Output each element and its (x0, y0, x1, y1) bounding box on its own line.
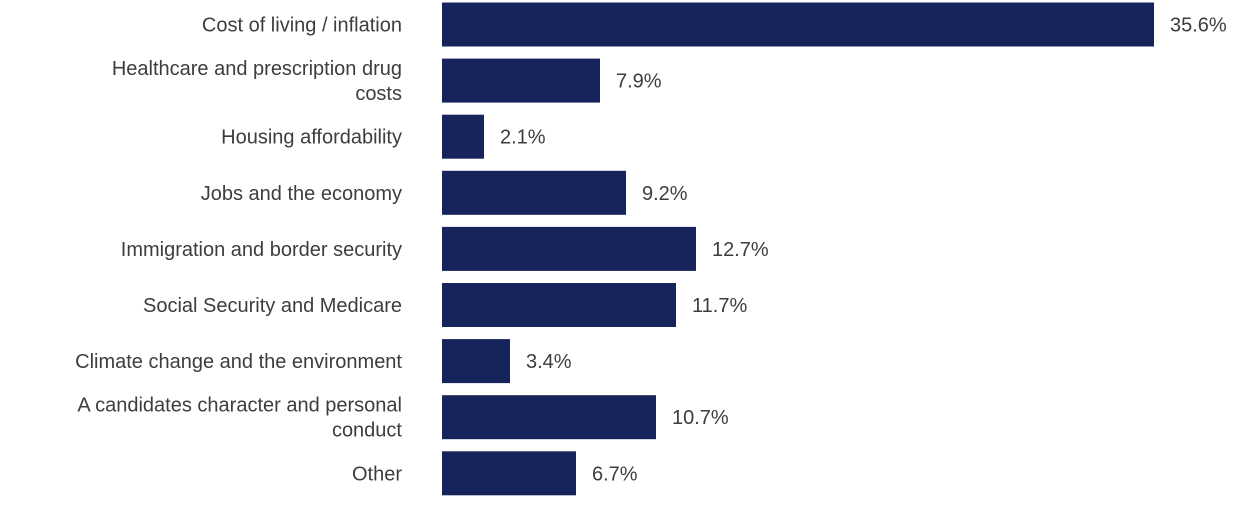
category-label-5: Social Security and Medicare (143, 295, 402, 317)
category-label-3: Jobs and the economy (201, 183, 402, 205)
bar-1 (442, 58, 600, 103)
category-label-line: Social Security and Medicare (143, 295, 402, 317)
value-labels: 35.6% 7.9% 2.1% 9.2% 12.7% 11.7% 3.4% 10.7% 6.7% (500, 15, 1227, 486)
category-label-line: Housing affordability (221, 127, 402, 149)
category-label-7: A candidates character and personal condu… (77, 395, 402, 442)
category-label-1: Healthcare and prescription drug costs (112, 58, 402, 105)
bar-2 (442, 114, 484, 159)
category-label-line: conduct (332, 420, 402, 442)
bar-3 (442, 170, 626, 215)
value-label-4: 12.7% (712, 239, 769, 261)
bar-8 (442, 451, 576, 496)
category-label-line: Healthcare and prescription drug (112, 58, 402, 80)
category-label-4: Immigration and border security (121, 239, 402, 261)
bar-4 (442, 226, 696, 271)
category-label-line: Climate change and the environment (75, 351, 402, 373)
value-label-1: 7.9% (616, 71, 662, 93)
category-label-line: A candidates character and personal (77, 395, 402, 417)
value-label-5: 11.7% (692, 295, 747, 317)
bar-6 (442, 339, 510, 384)
category-label-line: Cost of living / inflation (202, 15, 402, 37)
value-label-0: 35.6% (1170, 15, 1227, 37)
category-label-line: Other (352, 463, 402, 485)
value-label-2: 2.1% (500, 127, 546, 149)
category-label-8: Other (352, 463, 402, 485)
category-label-line: Immigration and border security (121, 239, 402, 261)
category-label-6: Climate change and the environment (75, 351, 402, 373)
category-label-line: Jobs and the economy (201, 183, 402, 205)
category-labels: Cost of living / inflation Healthcare and… (75, 15, 402, 486)
value-label-6: 3.4% (526, 351, 572, 373)
bars (442, 2, 1154, 496)
bar-0 (442, 2, 1154, 47)
value-label-3: 9.2% (642, 183, 688, 205)
category-label-line: costs (355, 83, 402, 105)
category-label-0: Cost of living / inflation (202, 15, 402, 37)
value-label-7: 10.7% (672, 407, 729, 429)
category-label-2: Housing affordability (221, 127, 402, 149)
value-label-8: 6.7% (592, 463, 638, 485)
bar-7 (442, 395, 656, 440)
bar-5 (442, 283, 676, 327)
